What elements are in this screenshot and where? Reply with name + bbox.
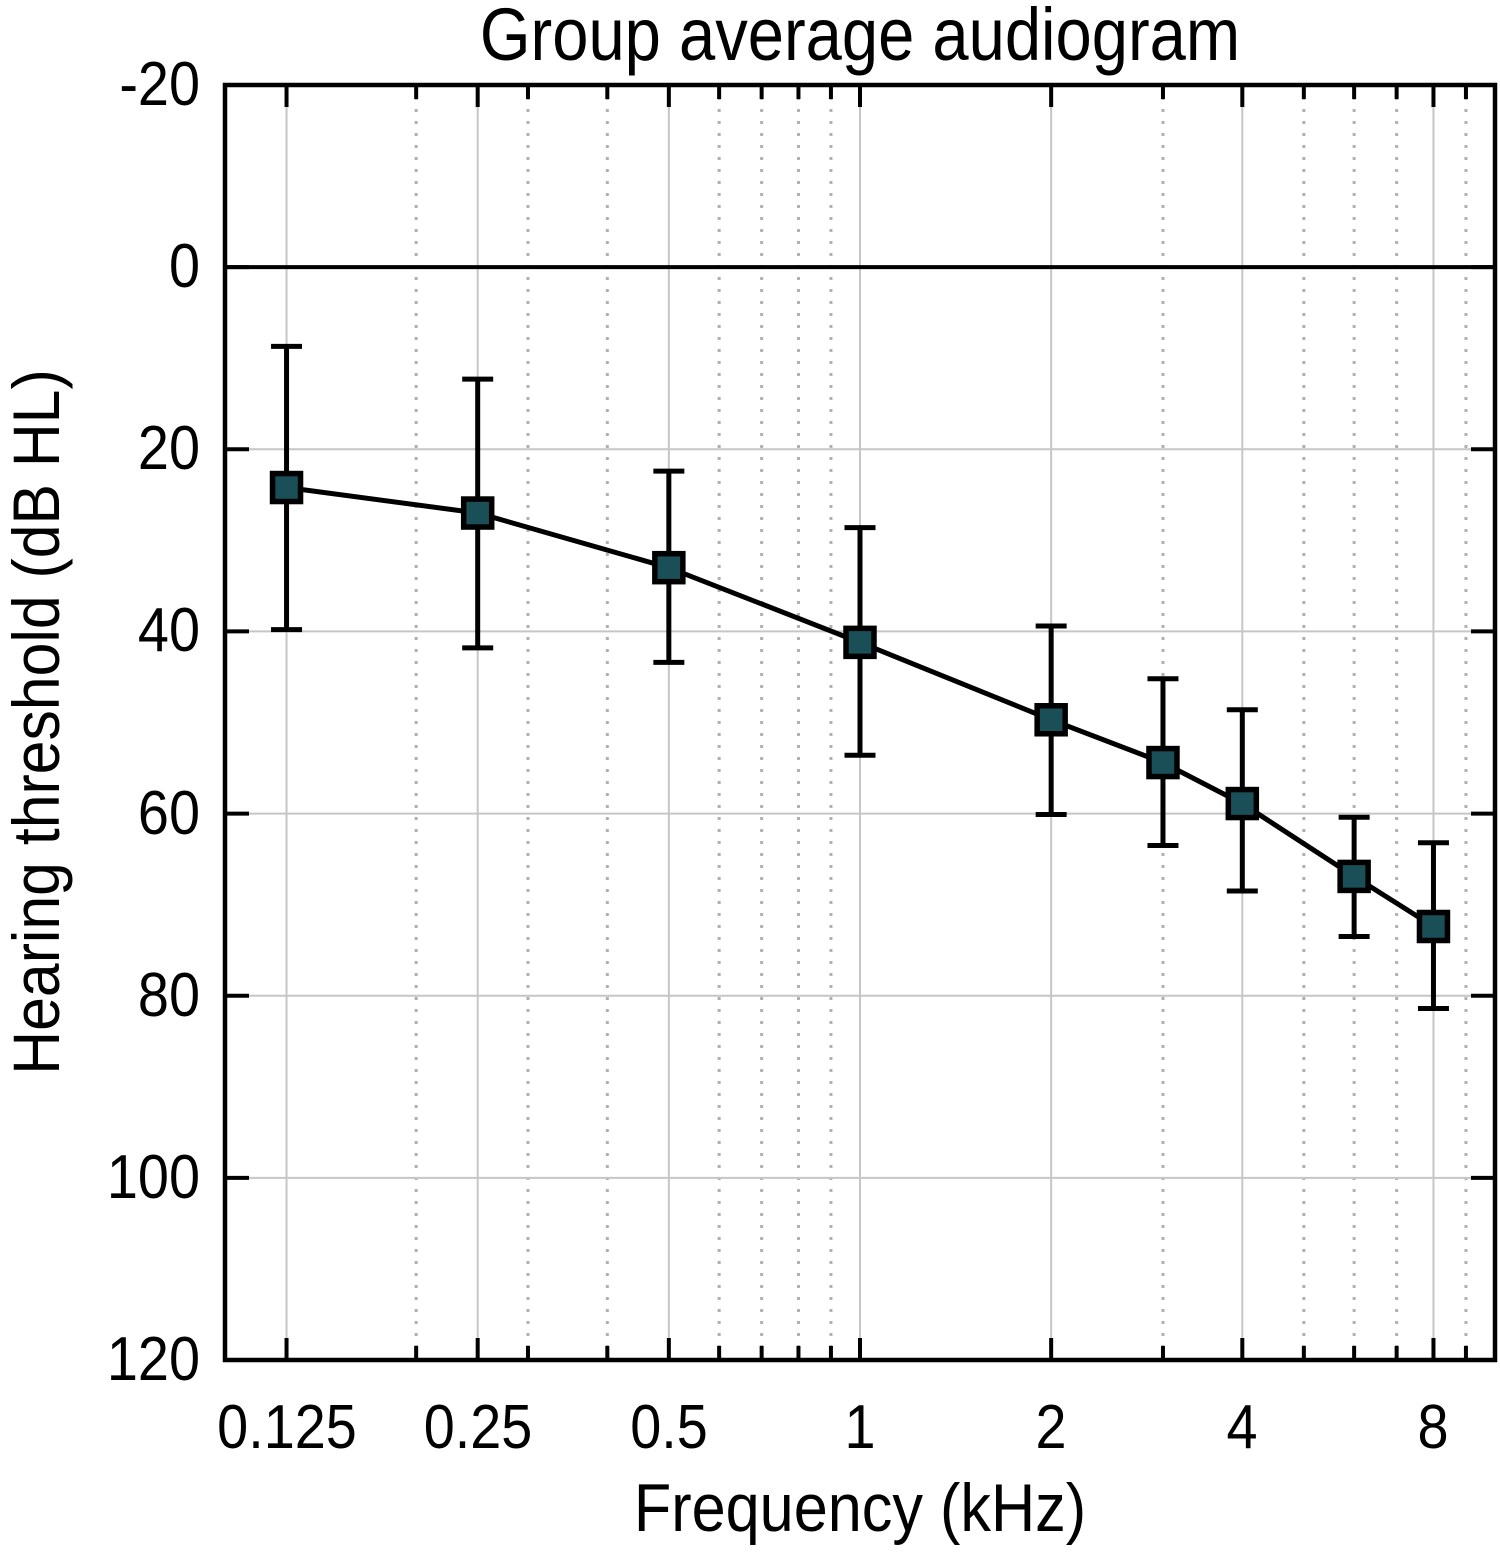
chart-title: Group average audiogram — [479, 0, 1241, 76]
data-point-marker — [1034, 703, 1068, 737]
x-tick-label: 2 — [1035, 1393, 1067, 1462]
y-tick-label: -20 — [119, 50, 200, 119]
y-tick-label: 40 — [137, 596, 200, 666]
data-point-marker — [1416, 909, 1451, 944]
x-axis-label: Frequency (kHz) — [633, 1470, 1087, 1546]
x-tick-label: 1 — [844, 1393, 876, 1462]
y-tick-label: 0 — [168, 232, 200, 302]
x-tick-label: 8 — [1417, 1393, 1449, 1462]
y-tick-label: 100 — [106, 1142, 200, 1212]
plot-frame — [222, 82, 1498, 1363]
data-point-marker — [843, 625, 877, 660]
x-tick-label: 0.125 — [216, 1393, 357, 1462]
y-tick-label: 60 — [137, 778, 200, 848]
data-point-marker — [460, 496, 495, 530]
data-point-marker — [269, 470, 304, 505]
x-tick-label: 0.25 — [423, 1393, 532, 1462]
data-point-marker — [1225, 786, 1260, 821]
data-point-marker — [652, 550, 686, 585]
x-tick-label: 4 — [1226, 1393, 1258, 1462]
y-tick-label: 20 — [137, 414, 200, 484]
y-tick-label: 80 — [137, 960, 200, 1030]
data-point-marker — [1337, 859, 1371, 894]
y-tick-label: 120 — [106, 1325, 200, 1394]
x-tick-label: 0.5 — [630, 1393, 708, 1462]
data-point-marker — [1146, 745, 1180, 780]
